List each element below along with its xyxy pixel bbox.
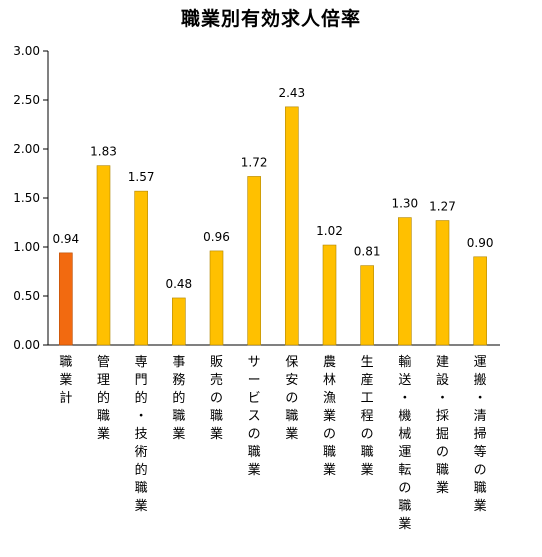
chart-title: 職業別有効求人倍率 [180,8,361,30]
x-tick-label: 輸送・機械運転の職業 [398,355,411,532]
data-label: 0.94 [52,232,79,246]
data-label: 1.83 [90,145,117,159]
y-axis: 0.00 0.50 1.00 1.50 2.00 2.50 3.00 [13,44,500,352]
x-axis-labels: 職業計 管理的職業 専門的・技術的職業 事務的職業 販売の職業 サービスの職業 保安の職業 農… [59,355,486,532]
y-tick-label: 1.50 [13,191,40,205]
x-tick-label: 建設・採掘の職業 [436,355,449,496]
y-tick-label: 0.00 [13,338,40,352]
bar [322,244,337,346]
data-label: 1.30 [391,197,418,211]
x-tick-label: 保安の職業 [285,355,298,442]
x-tick-label: 職業計 [59,355,72,406]
x-tick-label: 運搬・清掃等の職業 [474,355,487,514]
bar [247,176,261,346]
bar [59,252,73,346]
bar [134,190,148,346]
bar [435,220,450,346]
y-tick-label: 1.00 [13,240,40,254]
y-tick-label: 3.00 [13,44,40,58]
y-tick-label: 0.50 [13,289,40,303]
x-tick-label: 専門的・技術的職業 [135,355,148,514]
data-label: 1.72 [241,155,268,169]
x-tick-label: 販売の職業 [210,355,223,442]
bar [398,217,412,346]
y-tick-label: 2.50 [13,93,40,107]
data-label: 0.48 [165,277,192,291]
data-label: 1.27 [429,200,456,214]
x-tick-label: 生産工程の職業 [361,355,374,478]
bar [360,265,374,346]
x-tick-label: サービスの職業 [248,355,261,478]
x-tick-label: 農林漁業の職業 [323,355,336,478]
y-tick-label: 2.00 [13,142,40,156]
bar [285,106,299,346]
bar [209,250,224,346]
x-tick-label: 事務的職業 [172,355,185,442]
bar [96,165,111,346]
data-label: 1.02 [316,224,343,238]
data-label: 0.81 [354,245,381,259]
bar [473,256,487,346]
bars [59,106,487,346]
data-label: 1.57 [128,170,155,184]
data-labels: 0.94 1.83 1.57 0.48 0.96 1.72 2.43 1.02 0.81 1.30… [52,86,493,291]
x-tick-label: 管理的職業 [97,355,110,442]
data-label: 0.90 [467,236,494,250]
data-label: 0.96 [203,230,230,244]
data-label: 2.43 [278,86,305,100]
bar [172,297,186,346]
